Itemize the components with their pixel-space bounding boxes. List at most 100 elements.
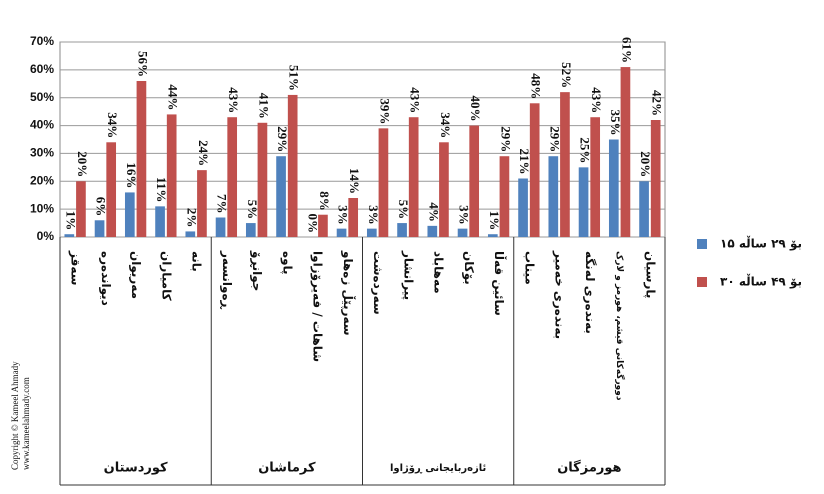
bar (620, 67, 631, 237)
value-label: 5% (245, 200, 260, 220)
value-label: 20% (638, 151, 653, 177)
value-label: 7% (215, 194, 230, 214)
value-label: 29% (547, 126, 562, 152)
bar (427, 225, 438, 237)
value-label: 2% (184, 208, 199, 228)
category-label: پارسیان (643, 251, 657, 298)
value-label: 3% (457, 205, 472, 225)
value-label: 44% (166, 84, 181, 110)
category-label: سەرپێڵ زەهاو (340, 250, 356, 336)
group-label: ئازەربایجانی ڕۆژاوا (390, 463, 486, 474)
bar (185, 231, 196, 237)
value-label: 25% (578, 137, 593, 163)
legend-label: ۳۰ بۆ ۴۹ ساڵە (720, 274, 802, 290)
bar (76, 181, 86, 237)
group-label: کوردستان (104, 461, 168, 476)
y-tick-label: 70% (30, 34, 54, 48)
value-label: 48% (529, 73, 544, 99)
value-label: 3% (366, 205, 381, 225)
bar (529, 103, 540, 238)
legend-swatch (697, 277, 707, 287)
bar (276, 156, 286, 237)
bar (245, 223, 256, 237)
value-label: 52% (559, 62, 574, 88)
bar (469, 125, 480, 237)
bar (64, 234, 75, 237)
value-label: 35% (608, 110, 623, 136)
category-label: دیواندەرە (98, 251, 113, 306)
value-label: 43% (408, 87, 423, 113)
value-label: 40% (468, 96, 483, 122)
value-label: 5% (396, 200, 411, 220)
value-label: 41% (256, 93, 271, 119)
bar (650, 120, 661, 237)
bar (318, 214, 328, 237)
bar (257, 122, 268, 237)
category-label: پاوە (279, 251, 294, 275)
value-label: 34% (438, 112, 453, 138)
copyright: Copyright © Kameel Ahmady (10, 361, 20, 470)
value-label: 39% (377, 98, 392, 124)
category-label: سەقز (69, 250, 83, 285)
value-label: 34% (105, 112, 120, 138)
value-label: 3% (336, 205, 351, 225)
category-label: بانە (190, 251, 204, 272)
category-label: مەریوان (128, 251, 143, 299)
bar (215, 217, 226, 237)
value-label: 42% (650, 90, 665, 116)
value-label: 20% (75, 151, 90, 177)
bar (439, 142, 449, 237)
bar (560, 92, 570, 238)
bar (378, 128, 389, 237)
value-label: 29% (498, 126, 513, 152)
bar (94, 220, 105, 237)
y-tick-label: 60% (30, 62, 54, 76)
bar (124, 192, 135, 237)
value-label: 29% (275, 126, 290, 152)
value-label: 51% (287, 65, 302, 91)
value-label: 43% (226, 87, 241, 113)
bar (590, 117, 601, 237)
category-label: بۆکان (461, 251, 476, 285)
value-label: 1% (487, 211, 502, 231)
y-tick-label: 20% (30, 173, 54, 187)
value-label: 16% (124, 162, 139, 188)
category-label: پیرانشار (401, 250, 415, 300)
bar (287, 94, 298, 237)
legend-label: ۱۵ بۆ ۲۹ ساڵە (720, 236, 802, 252)
bar (106, 142, 117, 237)
value-label: 8% (317, 191, 332, 211)
category-label: دوورگەکانی قیشم، هورمز و لارک (614, 251, 626, 401)
bar (366, 228, 377, 237)
category-label: جوانڕۆ (249, 250, 264, 291)
group-label: کرماشان (258, 461, 316, 476)
value-label: 24% (196, 140, 211, 166)
value-label: 56% (135, 51, 150, 77)
bar (608, 139, 619, 237)
value-label: 1% (63, 211, 78, 231)
bar (499, 156, 510, 237)
bar (487, 234, 498, 237)
category-label: سائین قەڵا (492, 251, 507, 316)
legend-swatch (697, 239, 707, 249)
value-label: 4% (426, 202, 441, 222)
bar (518, 178, 528, 237)
category-label: بەندەری خەمیر (553, 250, 567, 339)
category-label: شاهات / فەیرۆزاوا (310, 251, 325, 362)
value-label: 43% (589, 87, 604, 113)
bar (227, 117, 238, 237)
bar (397, 223, 407, 237)
bar (348, 198, 359, 237)
y-tick-label: 0% (37, 229, 55, 243)
group-label: هورمزگان (557, 460, 621, 476)
value-label: 14% (347, 168, 362, 194)
bar (408, 117, 419, 237)
bar (166, 114, 177, 237)
category-label: کامیاران (159, 251, 173, 301)
value-label: 6% (94, 197, 109, 217)
category-label: میناب (522, 251, 536, 285)
y-tick-label: 50% (30, 90, 54, 104)
bar (548, 156, 559, 237)
bar (639, 181, 649, 237)
category-label: سەردەشت (371, 251, 385, 315)
